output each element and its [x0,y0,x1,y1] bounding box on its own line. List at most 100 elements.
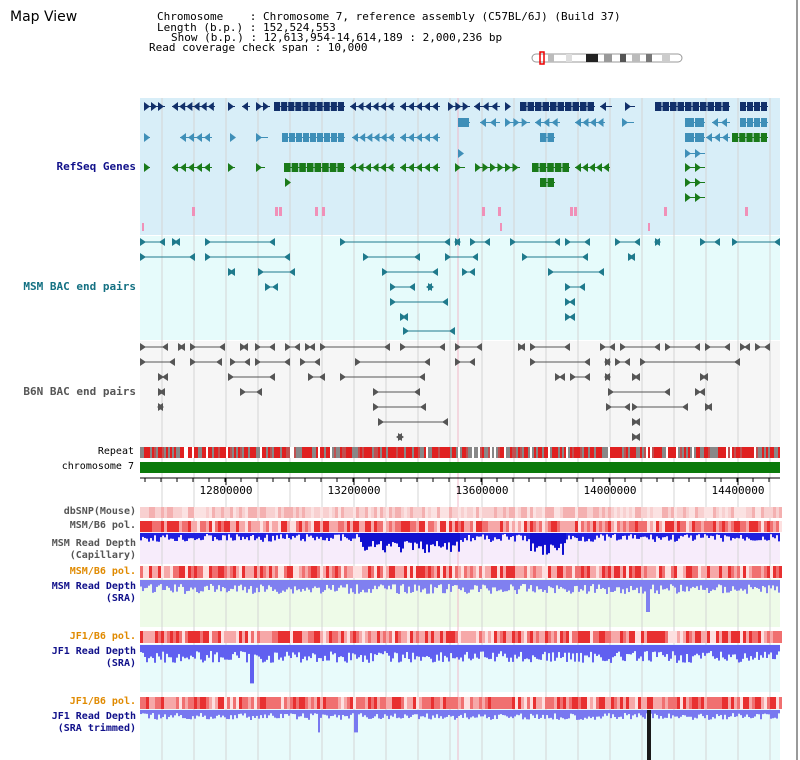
polymorphism-cell [647,697,650,709]
polymorphism-cell [374,697,377,709]
gene-exon [547,163,554,172]
polymorphism-cell [224,521,227,532]
dbsnp-label[interactable]: dbSNP(Mouse) [63,506,136,517]
polymorphism-cell [305,566,308,578]
read-depth-bar [590,580,592,587]
polymorphism-cell [527,631,530,643]
read-depth-bar [188,580,190,591]
polymorphism-cell [731,631,734,643]
msm-pol-label[interactable]: MSM/B6 pol. [69,520,136,531]
polymorphism-cell [368,631,371,643]
jf1-depth-sra-label[interactable]: JF1 Read Depth [51,646,136,657]
read-depth-bar [286,645,288,652]
read-depth-bar [350,710,352,715]
read-depth-bar [344,533,346,537]
polymorphism-cell [674,697,677,709]
read-depth-bar [758,580,760,589]
repeat-segment [450,447,452,458]
read-depth-bar [646,645,648,652]
read-depth-bar [226,710,228,719]
msm-depth-capillary-label[interactable]: MSM Read Depth [51,538,136,549]
polymorphism-cell [167,697,170,709]
read-depth-bar [294,580,296,587]
read-depth-bar [740,533,742,535]
read-depth-bar [568,645,570,653]
read-depth-bar [314,533,316,541]
read-depth-bar [206,580,208,586]
jf1-depth-trim-label[interactable]: JF1 Read Depth [51,711,136,722]
repeat-segment [536,447,538,458]
repeat-segment [338,447,340,458]
polymorphism-cell [236,507,239,518]
polymorphism-cell [623,566,626,578]
polymorphism-cell [143,631,146,643]
read-depth-bar [746,645,748,658]
bac-end-arrow [695,388,701,396]
msm-depth-sra-label[interactable]: MSM Read Depth [51,581,136,592]
read-depth-bar [656,645,658,658]
bac-end-arrow [205,238,211,246]
jf1-pol-label[interactable]: JF1/B6 pol. [69,631,136,642]
gene-exon [330,102,337,111]
bac-end-arrow [255,343,261,351]
polymorphism-cell [503,566,506,578]
bac-end-arrow [584,358,590,366]
read-depth-bar [674,710,676,717]
gene-arrow [228,163,234,172]
gene-arrow [400,102,406,111]
polymorphism-cell [527,566,530,578]
read-depth-bar [734,580,736,590]
repeat-segment [498,447,500,458]
polymorphism-cell [395,521,398,532]
repeat-segment [348,447,350,458]
polymorphism-cell [662,631,665,643]
repeat-segment [166,447,168,458]
polymorphism-cell [638,697,641,709]
b6n-bac-label[interactable]: B6N BAC end pairs [23,385,136,398]
polymorphism-cell [752,507,755,518]
polymorphism-cell [185,566,188,578]
polymorphism-cell [680,507,683,518]
polymorphism-cell [557,697,560,709]
repeat-segment [572,447,574,458]
read-depth-bar [668,580,670,591]
read-depth-bar [632,580,634,591]
read-depth-bar [544,645,546,652]
polymorphism-cell [551,697,554,709]
msm-pol2-label[interactable]: MSM/B6 pol. [69,566,136,577]
read-depth-bar [154,645,156,663]
read-depth-bar [164,533,166,538]
read-depth-bar [428,645,430,657]
read-depth-bar [680,710,682,717]
polymorphism-cell [530,697,533,709]
refseq-genes-label[interactable]: RefSeq Genes [56,160,136,173]
polymorphism-cell [617,566,620,578]
msm-bac-label[interactable]: MSM BAC end pairs [23,280,136,293]
read-depth-bar [292,580,294,594]
polymorphism-cell [323,521,326,532]
read-depth-bar [332,645,334,655]
polymorphism-cell [230,566,233,578]
polymorphism-cell [143,507,146,518]
read-depth-bar [418,533,420,549]
polymorphism-cell [599,697,602,709]
read-depth-bar [632,645,634,653]
read-depth-bar [338,710,340,716]
polymorphism-cell [380,521,383,532]
read-depth-bar [190,580,192,588]
polymorphism-cell [749,697,752,709]
read-depth-bar [594,710,596,720]
gene-arrow [513,118,520,127]
repeat-segment [484,447,486,458]
read-depth-bar [692,580,694,587]
repeat-segment [176,447,178,458]
read-depth-bar [630,533,632,535]
gene-arrow [242,102,248,111]
polymorphism-cell [311,631,314,643]
read-depth-bar [398,710,400,718]
polymorphism-cell [728,521,731,532]
polymorphism-cell [461,507,464,518]
jf1-pol2-label[interactable]: JF1/B6 pol. [69,696,136,707]
read-depth-bar [170,645,172,658]
